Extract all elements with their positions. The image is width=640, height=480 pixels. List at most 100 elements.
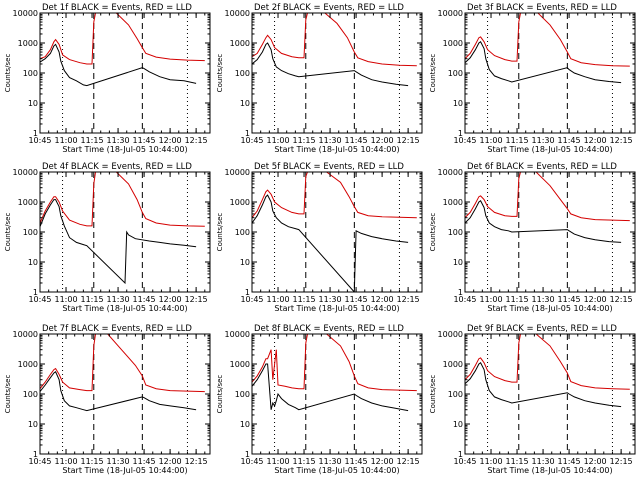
- det-1-series-red-line: [40, 13, 205, 65]
- det-3-ytick-label: 1: [458, 129, 463, 138]
- det-7-xtick-label: 11:15: [81, 457, 104, 466]
- det-8-xtick-label: 10:45: [240, 457, 263, 466]
- det-6-ytick-label: 10000: [438, 168, 463, 177]
- det-6-ytick-label: 10: [453, 258, 463, 267]
- det-9-ytick-label: 1000: [443, 360, 463, 369]
- det-9-title: Det 9f BLACK = Events, RED = LLD: [467, 324, 617, 334]
- det-1-series-black-line: [40, 43, 197, 87]
- det-4-xtick-label: 11:15: [81, 295, 104, 304]
- det-1-xtick-label: 11:30: [107, 136, 130, 145]
- det-6-xtick-label: 11:45: [558, 295, 581, 304]
- det-8-series-black-line: [252, 363, 409, 412]
- det-1-xlabel: Start Time (18-Jul-05 10:44:00): [62, 145, 187, 154]
- det-1-panel: 1 10 100 1000 10000 10:45 11:00 11:15 11:30 11:45…: [4, 3, 211, 154]
- det-5-title: Det 5f BLACK = Events, RED = LLD: [254, 162, 404, 172]
- det-8-series-red-line: [252, 334, 417, 392]
- det-4-xtick-label: 12:15: [185, 295, 208, 304]
- det-3-ytick-label: 10000: [438, 9, 463, 18]
- det-1-xtick-label: 10:45: [28, 136, 51, 145]
- det-3-xtick-label: 12:00: [584, 136, 607, 145]
- det-1-xtick-label: 11:15: [81, 136, 104, 145]
- det-4-ytick-label: 10: [28, 258, 38, 267]
- det-4-xtick-label: 11:30: [107, 295, 130, 304]
- det-8-title: Det 8f BLACK = Events, RED = LLD: [254, 324, 404, 334]
- det-1-ylabel: Counts/sec: [4, 54, 12, 93]
- det-6-ytick-label: 100: [448, 228, 463, 237]
- det-8-xtick-label: 11:30: [319, 457, 342, 466]
- det-5-ytick-label: 1: [245, 288, 250, 297]
- det-3-ylabel: Counts/sec: [429, 54, 437, 93]
- det-5-axes-frame: [251, 171, 423, 293]
- det-6-xtick-label: 11:00: [479, 295, 502, 304]
- det-2-xtick-label: 12:00: [371, 136, 394, 145]
- det-5-xtick-label: 12:15: [397, 295, 420, 304]
- det-2-series-red-line: [252, 13, 417, 67]
- det-5-xtick-label: 11:15: [293, 295, 316, 304]
- det-4-ytick-label: 100: [23, 228, 38, 237]
- det-8-xtick-label: 12:15: [397, 457, 420, 466]
- det-6-xtick-label: 11:30: [532, 295, 555, 304]
- det-5-series-black-line: [252, 194, 409, 292]
- det-2-title: Det 2f BLACK = Events, RED = LLD: [254, 3, 404, 13]
- det-1-ytick-label: 1: [33, 129, 38, 138]
- det-9-series-red-line: [465, 334, 630, 390]
- det-1-ytick-label: 100: [23, 69, 38, 78]
- det-4-xtick-label: 12:00: [159, 295, 182, 304]
- det-6-ylabel: Counts/sec: [429, 213, 437, 252]
- det-7-title: Det 7f BLACK = Events, RED = LLD: [42, 324, 192, 334]
- det-7-ytick-label: 1: [33, 450, 38, 459]
- det-8-xlabel: Start Time (18-Jul-05 10:44:00): [274, 466, 399, 475]
- det-4-panel: 1 10 100 1000 10000 10:45 11:00 11:15 11:30 11:45…: [4, 162, 211, 313]
- det-7-xtick-label: 12:00: [159, 457, 182, 466]
- det-7-series-black-line: [40, 371, 197, 412]
- det-8-ylabel: Counts/sec: [216, 375, 224, 414]
- det-7-axes-frame: [39, 333, 211, 455]
- det-4-xtick-label: 10:45: [28, 295, 51, 304]
- det-6-ytick-label: 1000: [443, 198, 463, 207]
- det-4-xtick-label: 11:00: [54, 295, 77, 304]
- det-7-xtick-label: 10:45: [28, 457, 51, 466]
- det-7-xtick-label: 11:45: [133, 457, 156, 466]
- det-8-xtick-label: 11:15: [293, 457, 316, 466]
- det-4-ytick-label: 1: [33, 288, 38, 297]
- det-9-ytick-label: 10: [453, 420, 463, 429]
- det-5-ytick-label: 10: [240, 258, 250, 267]
- det-8-xtick-label: 12:00: [371, 457, 394, 466]
- det-5-xtick-label: 11:30: [319, 295, 342, 304]
- det-3-xtick-label: 11:45: [558, 136, 581, 145]
- det-7-xtick-label: 11:30: [107, 457, 130, 466]
- det-6-series-black-line: [465, 200, 622, 243]
- det-3-ytick-label: 1000: [443, 39, 463, 48]
- det-2-ytick-label: 10000: [225, 9, 250, 18]
- det-8-ytick-label: 100: [235, 390, 250, 399]
- det-7-series-red-line: [40, 334, 205, 393]
- det-3-panel: 1 10 100 1000 10000 10:45 11:00 11:15 11:30 11:45…: [429, 3, 636, 154]
- det-5-ytick-label: 1000: [230, 198, 250, 207]
- det-9-panel: 1 10 100 1000 10000 10:45 11:00 11:15 11:30 11:45…: [429, 324, 636, 475]
- det-6-xtick-label: 11:15: [506, 295, 529, 304]
- det-7-ylabel: Counts/sec: [4, 375, 12, 414]
- det-5-xtick-label: 10:45: [240, 295, 263, 304]
- det-8-ytick-label: 1: [245, 450, 250, 459]
- det-4-series-black-line: [40, 199, 197, 285]
- det-9-ytick-label: 1: [458, 450, 463, 459]
- det-5-xtick-label: 12:00: [371, 295, 394, 304]
- det-3-xtick-label: 11:15: [506, 136, 529, 145]
- det-1-xtick-label: 11:45: [133, 136, 156, 145]
- det-4-ylabel: Counts/sec: [4, 213, 12, 252]
- det-8-xtick-label: 11:45: [345, 457, 368, 466]
- det-4-xlabel: Start Time (18-Jul-05 10:44:00): [62, 304, 187, 313]
- det-9-xtick-label: 11:15: [506, 457, 529, 466]
- det-3-axes-frame: [464, 12, 636, 134]
- det-8-ytick-label: 10: [240, 420, 250, 429]
- det-2-xtick-label: 10:45: [240, 136, 263, 145]
- det-4-title: Det 4f BLACK = Events, RED = LLD: [42, 162, 192, 172]
- det-6-xtick-label: 10:45: [453, 295, 476, 304]
- det-1-xtick-label: 12:00: [159, 136, 182, 145]
- det-5-panel: 1 10 100 1000 10000 10:45 11:00 11:15 11:30 11:45…: [216, 162, 423, 313]
- det-2-series-black-line: [252, 42, 409, 87]
- det-9-ytick-label: 100: [448, 390, 463, 399]
- det-7-ytick-label: 10000: [13, 330, 38, 339]
- det-2-xtick-label: 11:30: [319, 136, 342, 145]
